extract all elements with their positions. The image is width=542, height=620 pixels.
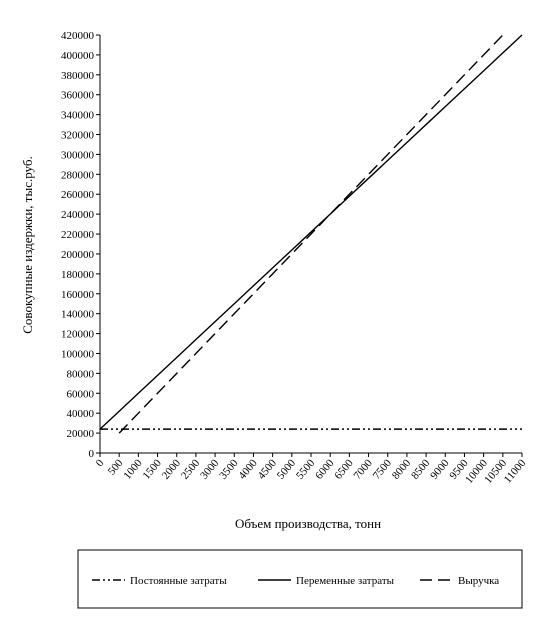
x-tick-label: 3000 [198,457,222,482]
y-tick-label: 40000 [67,408,95,420]
x-tick-label: 8000 [390,457,414,482]
legend-box [77,549,523,609]
y-tick-label: 360000 [61,90,95,102]
x-tick-label: 7000 [352,457,376,482]
y-tick-label: 340000 [61,110,95,122]
y-tick-label: 100000 [61,348,95,360]
y-tick-label: 240000 [61,209,95,221]
line-series [118,34,504,434]
x-tick-label: 5500 [294,457,318,482]
y-tick-label: 320000 [61,130,95,142]
x-tick-label: 11000 [502,457,529,486]
y-tick-label: 300000 [61,149,95,161]
y-tick-label: 60000 [67,388,95,400]
x-tick-label: 2000 [160,457,184,482]
x-tick-label: 7500 [371,457,395,482]
y-tick-label: 140000 [61,309,95,321]
y-tick-label: 180000 [61,269,95,281]
x-tick-label: 1000 [121,457,145,482]
y-tick-label: 380000 [61,70,95,82]
x-tick-label: 6000 [313,457,337,482]
y-tick-label: 0 [89,448,95,460]
legend-label: Переменные затраты [296,575,395,587]
x-tick-label: 9000 [428,457,452,482]
x-tick-label: 1500 [141,457,165,482]
y-tick-label: 160000 [61,289,95,301]
x-tick-label: 5000 [275,457,299,482]
x-tick-label: 8500 [409,457,433,482]
y-tick-label: 260000 [61,189,95,201]
x-tick-label: 4500 [256,457,280,482]
y-axis-title: Совокупные издержки, тыс.руб. [20,156,35,333]
x-tick-label: 3500 [217,457,241,482]
line-series [99,34,523,430]
y-tick-label: 280000 [61,169,95,181]
y-tick-label: 20000 [67,428,95,440]
y-tick-label: 120000 [61,329,95,341]
y-tick-label: 80000 [67,368,95,380]
legend-label: Выручка [458,575,499,587]
x-tick-label: 4000 [236,457,260,482]
legend-label: Постоянные затраты [130,575,227,587]
x-tick-label: 2500 [179,457,203,482]
y-tick-label: 200000 [61,249,95,261]
x-axis-title: Объем производства, тонн [235,516,381,531]
x-tick-label: 6500 [332,457,356,482]
x-tick-label: 0 [94,457,107,469]
y-tick-label: 220000 [61,229,95,241]
y-tick-label: 400000 [61,50,95,62]
y-tick-label: 420000 [61,30,95,42]
